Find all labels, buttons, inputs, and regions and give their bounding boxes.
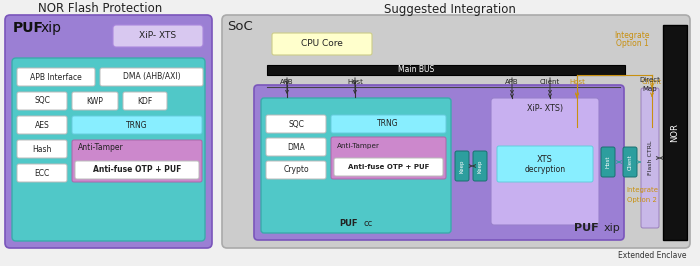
Text: xip: xip xyxy=(604,223,621,233)
Text: Client: Client xyxy=(642,79,662,85)
FancyBboxPatch shape xyxy=(473,151,487,181)
FancyBboxPatch shape xyxy=(5,15,212,248)
FancyBboxPatch shape xyxy=(12,58,205,241)
Text: PUF: PUF xyxy=(13,21,44,35)
Text: Host: Host xyxy=(347,79,363,85)
Text: DMA: DMA xyxy=(287,143,305,152)
Text: Keep: Keep xyxy=(459,159,465,173)
Text: PUF: PUF xyxy=(339,219,357,228)
Text: Client: Client xyxy=(540,79,560,85)
FancyBboxPatch shape xyxy=(72,140,202,182)
Text: NOR: NOR xyxy=(671,123,680,142)
Text: xip: xip xyxy=(41,21,62,35)
FancyBboxPatch shape xyxy=(266,138,326,156)
FancyBboxPatch shape xyxy=(601,147,615,177)
FancyBboxPatch shape xyxy=(222,15,690,248)
Text: decryption: decryption xyxy=(524,165,566,174)
Text: XTS: XTS xyxy=(537,156,553,164)
Text: SQC: SQC xyxy=(34,97,50,106)
FancyBboxPatch shape xyxy=(17,92,67,110)
Text: Anti-Tamper: Anti-Tamper xyxy=(337,143,380,149)
Text: Crypto: Crypto xyxy=(284,165,309,174)
Text: Integrate: Integrate xyxy=(615,31,650,39)
Text: Option 1: Option 1 xyxy=(615,39,648,48)
FancyBboxPatch shape xyxy=(266,115,326,133)
Text: Option 2: Option 2 xyxy=(627,197,657,203)
Text: Direct: Direct xyxy=(640,77,660,83)
Text: Flash CTRL: Flash CTRL xyxy=(648,141,652,175)
Text: Hash: Hash xyxy=(32,144,52,153)
Text: Extended Enclave: Extended Enclave xyxy=(617,251,686,260)
Text: TRNG: TRNG xyxy=(377,119,399,128)
Text: Map: Map xyxy=(643,86,657,92)
Text: SQC: SQC xyxy=(288,119,304,128)
FancyBboxPatch shape xyxy=(100,68,203,86)
FancyBboxPatch shape xyxy=(17,68,95,86)
Text: Client: Client xyxy=(627,154,633,170)
Text: ECC: ECC xyxy=(34,168,50,177)
Text: DMA (AHB/AXI): DMA (AHB/AXI) xyxy=(122,73,181,81)
FancyBboxPatch shape xyxy=(266,161,326,179)
Text: PUF: PUF xyxy=(574,223,598,233)
FancyBboxPatch shape xyxy=(123,92,167,110)
FancyBboxPatch shape xyxy=(272,33,372,55)
Text: APB: APB xyxy=(505,79,519,85)
FancyBboxPatch shape xyxy=(455,151,469,181)
Text: KWP: KWP xyxy=(87,97,104,106)
FancyBboxPatch shape xyxy=(17,116,67,134)
FancyBboxPatch shape xyxy=(623,147,637,177)
Text: Main BUS: Main BUS xyxy=(398,65,434,74)
FancyBboxPatch shape xyxy=(261,98,451,233)
FancyBboxPatch shape xyxy=(17,164,67,182)
FancyBboxPatch shape xyxy=(72,92,118,110)
Text: Host: Host xyxy=(569,79,585,85)
FancyBboxPatch shape xyxy=(497,146,593,182)
FancyBboxPatch shape xyxy=(17,140,67,158)
Text: SoC: SoC xyxy=(227,20,253,34)
Bar xyxy=(267,65,625,75)
FancyBboxPatch shape xyxy=(72,116,202,134)
FancyBboxPatch shape xyxy=(254,85,624,240)
Text: XiP- XTS): XiP- XTS) xyxy=(527,103,563,113)
Text: Suggested Integration: Suggested Integration xyxy=(384,2,516,15)
FancyBboxPatch shape xyxy=(331,115,446,133)
FancyBboxPatch shape xyxy=(491,98,599,225)
Text: KDF: KDF xyxy=(137,97,153,106)
FancyBboxPatch shape xyxy=(75,161,199,179)
FancyBboxPatch shape xyxy=(331,137,446,179)
Text: NOR Flash Protection: NOR Flash Protection xyxy=(38,2,162,15)
Bar xyxy=(663,25,687,240)
FancyBboxPatch shape xyxy=(334,158,443,176)
Text: AES: AES xyxy=(34,120,50,130)
Text: CPU Core: CPU Core xyxy=(301,39,343,48)
Text: Host: Host xyxy=(606,156,610,168)
Text: Integrate: Integrate xyxy=(626,187,658,193)
Text: Anti-fuse OTP + PUF: Anti-fuse OTP + PUF xyxy=(348,164,429,170)
FancyBboxPatch shape xyxy=(113,25,203,47)
Text: Anti-Tamper: Anti-Tamper xyxy=(78,143,124,152)
Text: XiP- XTS: XiP- XTS xyxy=(139,31,176,40)
Text: cc: cc xyxy=(364,219,373,228)
Text: TRNG: TRNG xyxy=(126,120,148,130)
Text: APB Interface: APB Interface xyxy=(30,73,82,81)
FancyBboxPatch shape xyxy=(641,88,659,228)
Text: APB: APB xyxy=(280,79,294,85)
Text: Keep: Keep xyxy=(477,159,482,173)
Text: Anti-fuse OTP + PUF: Anti-fuse OTP + PUF xyxy=(93,165,181,174)
